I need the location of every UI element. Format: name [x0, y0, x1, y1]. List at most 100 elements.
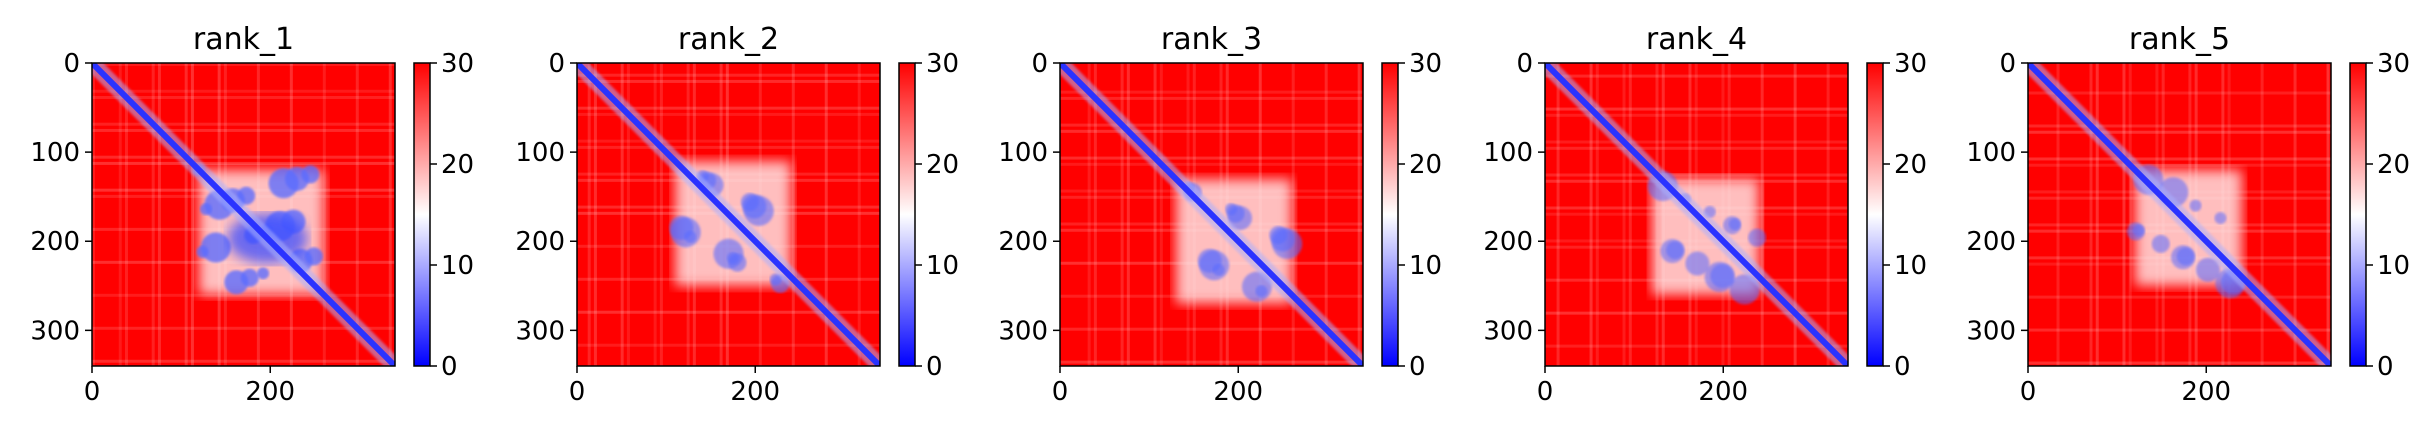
texture-stripe	[1545, 173, 1848, 177]
texture-stripe	[92, 155, 395, 159]
contact-patch	[2171, 245, 2196, 270]
heatmap-image	[92, 63, 395, 366]
colorbar-tick-label: 10	[1894, 251, 1927, 281]
texture-stripe	[2326, 63, 2330, 366]
panel-title: rank_1	[193, 22, 294, 57]
x-tick-label: 200	[1698, 377, 1748, 407]
texture-stripe	[322, 63, 326, 366]
panel-title: rank_2	[678, 22, 779, 57]
texture-stripe	[1545, 344, 1848, 348]
texture-stripe	[2089, 63, 2093, 366]
y-tick-label: 200	[998, 227, 1048, 257]
texture-stripe	[1324, 63, 1328, 366]
colorbar-tick-label: 10	[2377, 251, 2410, 281]
texture-stripe	[1556, 63, 1560, 366]
contact-patch	[257, 267, 270, 280]
texture-stripe	[2028, 124, 2331, 128]
x-tick-label: 200	[1213, 377, 1263, 407]
heatmap-panel-2: rank_2 0 200 0 100 200 300 0 10 20 30	[515, 22, 959, 407]
texture-stripe	[1589, 63, 1593, 366]
contact-patch	[1199, 250, 1230, 281]
contact-patch	[1685, 251, 1710, 276]
texture-stripe	[92, 293, 395, 297]
y-tick-label: 300	[30, 316, 80, 346]
diagonal-line	[2028, 63, 2331, 366]
texture-stripe	[577, 139, 880, 143]
axes-frame	[91, 62, 396, 367]
axes-frame	[2027, 62, 2332, 367]
y-tick-label: 0	[548, 49, 565, 79]
y-tick-label: 100	[515, 138, 565, 168]
texture-stripe	[577, 310, 880, 314]
diagonal-line	[1545, 63, 1848, 366]
texture-stripe	[1060, 327, 1363, 331]
colorbar-gradient	[1866, 62, 1884, 367]
contact-patch	[200, 203, 213, 216]
texture-stripe	[1159, 63, 1163, 366]
y-tick-label: 300	[1966, 316, 2016, 346]
heatmap-image	[577, 63, 880, 366]
texture-stripe	[92, 63, 95, 366]
x-tick-label: 200	[245, 377, 295, 407]
colorbar-gradient	[2349, 62, 2367, 367]
texture-stripe	[92, 359, 395, 363]
texture-stripe	[2028, 295, 2331, 299]
contact-patch	[1255, 285, 1268, 298]
colorbar: 0 10 20 30	[413, 49, 474, 382]
colorbar-tick-label: 30	[1409, 49, 1442, 79]
texture-stripe	[1545, 113, 1848, 117]
y-tick-label: 300	[1483, 316, 1533, 346]
heatmap-image	[2028, 63, 2331, 366]
texture-stripe	[1153, 63, 1157, 366]
texture-stripe	[659, 63, 663, 366]
texture-stripe	[1545, 74, 1848, 78]
texture-stripe	[1545, 140, 1848, 144]
y-tick-label: 0	[1516, 49, 1533, 79]
colorbar-tick-label: 0	[1894, 352, 1911, 382]
diagonal-line	[92, 63, 395, 366]
colorbar-tick-label: 10	[1409, 251, 1442, 281]
texture-stripe	[1126, 63, 1130, 366]
texture-stripe	[1628, 63, 1632, 366]
texture-stripe	[620, 63, 624, 366]
colorbar-gradient	[413, 62, 431, 367]
heatmap-panel-3: rank_3 0 200 0 100 200 300 0 10 20 30	[998, 22, 1442, 407]
texture-stripe	[1060, 90, 1363, 94]
colorbar-gradient	[1381, 62, 1399, 367]
y-tick-label: 300	[515, 316, 565, 346]
texture-stripe	[92, 122, 395, 126]
colorbar-tick-label: 30	[926, 49, 959, 79]
texture-stripe	[1291, 63, 1295, 366]
y-tick-label: 100	[30, 138, 80, 168]
texture-stripe	[2122, 63, 2126, 366]
texture-stripe	[577, 112, 880, 116]
contact-patch	[2151, 234, 2170, 253]
texture-stripe	[355, 63, 359, 366]
contact-patch	[268, 168, 299, 199]
contact-patch	[1704, 261, 1735, 292]
texture-stripe	[92, 326, 395, 330]
axes-frame	[576, 62, 881, 367]
texture-stripe	[1060, 360, 1363, 364]
texture-stripe	[92, 128, 395, 132]
texture-stripe	[2028, 157, 2331, 161]
colorbar-tick-label: 10	[926, 251, 959, 281]
panel-title: rank_3	[1161, 22, 1262, 57]
colorbar-tick-label: 30	[1894, 49, 1927, 79]
diagonal-line	[1060, 63, 1363, 366]
contact-patch	[684, 230, 697, 243]
contact-patch	[196, 245, 209, 258]
texture-stripe	[1060, 162, 1363, 166]
colorbar: 0 10 20 30	[1381, 49, 1442, 382]
contact-patch	[2214, 212, 2227, 225]
texture-stripe	[2095, 63, 2099, 366]
y-tick-label: 100	[1966, 138, 2016, 168]
contact-patch	[224, 270, 249, 295]
x-tick-label: 200	[2181, 377, 2231, 407]
x-tick-label: 0	[84, 377, 101, 407]
texture-stripe	[118, 63, 122, 366]
diagonal-line	[577, 63, 880, 366]
contact-patch	[1729, 274, 1760, 305]
